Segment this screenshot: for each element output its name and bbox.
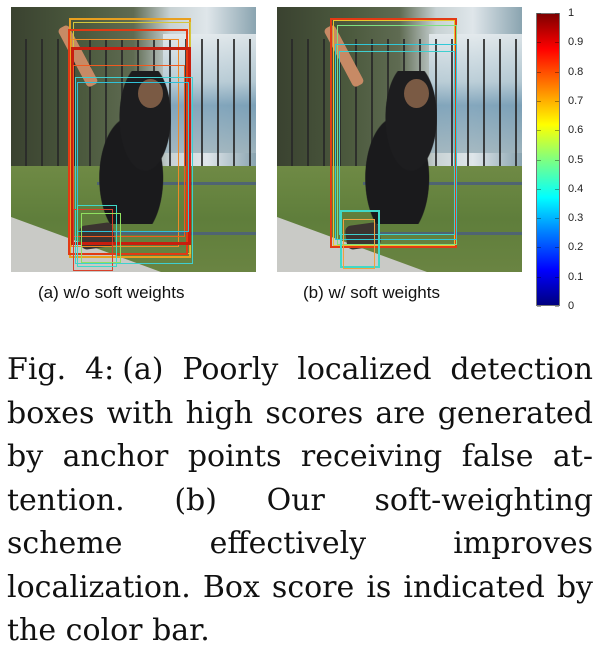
panel-b-caption: (b) w/ soft weights xyxy=(303,283,440,302)
panel-a-image xyxy=(11,7,256,272)
colorbar-tick-label: 0.5 xyxy=(568,153,584,166)
colorbar-tick-mark xyxy=(555,306,559,307)
colorbar-tick-label: 0 xyxy=(568,300,575,312)
colorbar-tick-mark xyxy=(555,276,559,278)
colorbar-tick-label: 0.8 xyxy=(568,65,584,78)
score-colorbar xyxy=(536,13,560,306)
colorbar-tick-label: 0.4 xyxy=(568,182,584,195)
detection-box xyxy=(81,213,121,263)
detection-box xyxy=(77,205,117,267)
colorbar-tick-label: 0.3 xyxy=(568,212,584,225)
colorbar-tick-mark xyxy=(537,276,541,278)
colorbar-tick-label: 0.7 xyxy=(568,94,584,107)
detection-box xyxy=(340,210,380,268)
detection-box xyxy=(71,47,191,245)
figure-caption-text: (a) Poorly localized detection boxes wit… xyxy=(7,352,593,648)
detection-box xyxy=(339,51,455,235)
colorbar-tick-mark xyxy=(537,159,541,161)
panel-b-image xyxy=(277,7,522,272)
colorbar-tick-mark xyxy=(537,130,541,132)
colorbar-tick-label: 1 xyxy=(568,7,575,19)
colorbar-tick-mark xyxy=(555,159,559,161)
colorbar-tick-mark xyxy=(555,13,559,14)
colorbar-tick-mark xyxy=(537,42,541,44)
detection-box xyxy=(73,65,185,237)
colorbar-tick-mark xyxy=(537,71,541,73)
colorbar-tick-mark xyxy=(555,42,559,44)
colorbar-tick-mark xyxy=(555,188,559,190)
colorbar-tick-mark xyxy=(537,218,541,220)
detection-box xyxy=(343,219,375,269)
figure-label: Fig. 4: xyxy=(7,352,115,387)
colorbar-tick-label: 0.2 xyxy=(568,241,584,254)
detection-box xyxy=(335,44,457,240)
skateboarder-photo xyxy=(11,7,256,272)
colorbar-tick-mark xyxy=(555,130,559,132)
detection-box xyxy=(77,82,189,232)
detection-box xyxy=(68,29,188,255)
colorbar-tick-mark xyxy=(537,188,541,190)
colorbar-tick-mark xyxy=(537,306,541,307)
colorbar-tick-mark xyxy=(555,218,559,220)
colorbar-tick-label: 0.6 xyxy=(568,124,584,137)
detection-box xyxy=(75,77,193,264)
colorbar-tick-mark xyxy=(555,247,559,249)
panel-a-caption: (a) w/o soft weights xyxy=(38,283,185,302)
detection-box xyxy=(73,209,113,271)
colorbar-tick-label: 0.9 xyxy=(568,36,584,49)
colorbar-tick-mark xyxy=(537,13,541,14)
colorbar-tick-mark xyxy=(555,71,559,73)
colorbar-tick-mark xyxy=(537,100,541,102)
figure-caption: Fig. 4: (a) Poorly localized detection bo… xyxy=(7,348,593,653)
colorbar-tick-label: 0.1 xyxy=(568,270,584,283)
colorbar-tick-mark xyxy=(537,247,541,249)
colorbar-tick-mark xyxy=(555,100,559,102)
